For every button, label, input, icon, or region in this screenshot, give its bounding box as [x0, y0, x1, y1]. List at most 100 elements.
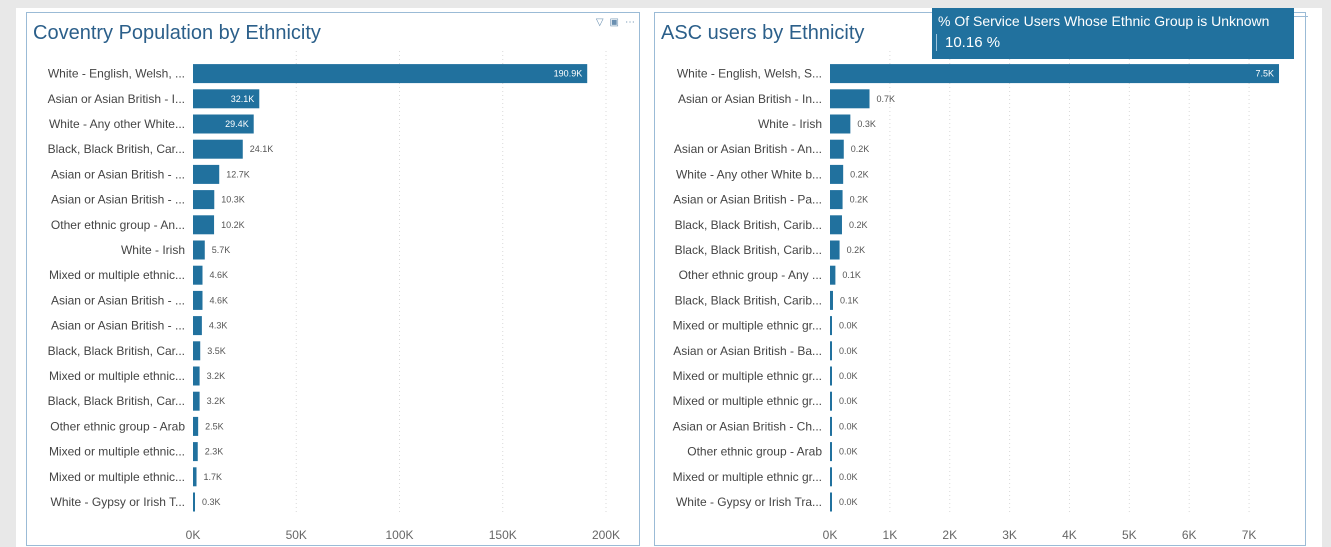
bar[interactable] — [193, 416, 199, 436]
data-label: 12.7K — [226, 169, 250, 179]
category-label: Mixed or multiple ethnic gr... — [673, 369, 822, 383]
bar[interactable] — [193, 341, 201, 361]
bar[interactable] — [830, 265, 836, 285]
x-tick-label: 5K — [1122, 528, 1137, 542]
data-label: 0.0K — [839, 472, 858, 482]
bar[interactable] — [830, 467, 832, 487]
bar[interactable] — [193, 89, 260, 109]
bar[interactable] — [830, 492, 832, 512]
right-chart-title: ASC users by Ethnicity — [661, 22, 865, 44]
category-label: Other ethnic group - Arab — [687, 445, 822, 459]
category-label: Asian or Asian British - Pa... — [673, 193, 822, 207]
x-tick-label: 150K — [489, 528, 517, 542]
bar[interactable] — [830, 416, 832, 436]
bar[interactable] — [830, 341, 832, 361]
data-label: 0.3K — [857, 119, 876, 129]
category-label: Black, Black British, Carib... — [675, 243, 822, 257]
category-label: Asian or Asian British - Ch... — [673, 419, 822, 433]
x-tick-label: 3K — [1002, 528, 1017, 542]
bar[interactable] — [193, 114, 254, 134]
bar[interactable] — [830, 240, 840, 260]
report-canvas: Coventry Population by Ethnicity ▽ ▣ ⋯ 0… — [16, 8, 1322, 547]
x-tick-label: 6K — [1182, 528, 1197, 542]
filter-icon[interactable]: ▽ — [595, 17, 604, 28]
bar[interactable] — [193, 215, 215, 235]
category-label: Asian or Asian British - ... — [51, 193, 185, 207]
category-label: Asian or Asian British - An... — [674, 142, 822, 156]
category-label: Other ethnic group - Arab — [50, 419, 185, 433]
bar[interactable] — [830, 164, 844, 184]
bar[interactable] — [193, 391, 200, 411]
category-label: White - Any other White... — [49, 117, 185, 131]
unknown-ethnicity-kpi-card[interactable]: % Of Service Users Whose Ethnic Group is… — [932, 8, 1294, 59]
data-label: 0.2K — [850, 195, 869, 205]
category-label: White - English, Welsh, ... — [48, 67, 185, 81]
bar[interactable] — [193, 139, 243, 159]
data-label: 0.1K — [842, 270, 861, 280]
bar[interactable] — [193, 316, 202, 336]
bar[interactable] — [830, 316, 832, 336]
data-label: 32.1K — [231, 94, 255, 104]
data-label: 0.0K — [839, 371, 858, 381]
coventry-population-visual[interactable]: Coventry Population by Ethnicity ▽ ▣ ⋯ 0… — [26, 12, 640, 546]
data-label: 3.2K — [207, 396, 226, 406]
bar[interactable] — [830, 290, 833, 310]
data-label: 1.7K — [204, 472, 223, 482]
data-label: 29.4K — [225, 119, 249, 129]
data-label: 0.3K — [202, 497, 221, 507]
bar[interactable] — [830, 89, 870, 109]
bar[interactable] — [193, 290, 203, 310]
bar[interactable] — [830, 114, 851, 134]
x-tick-label: 100K — [385, 528, 413, 542]
bar[interactable] — [193, 442, 198, 462]
data-label: 0.0K — [839, 346, 858, 356]
bar[interactable] — [830, 391, 832, 411]
data-label: 10.3K — [221, 195, 245, 205]
data-label: 0.0K — [839, 497, 858, 507]
category-label: Asian or Asian British - ... — [51, 319, 185, 333]
bar[interactable] — [193, 366, 200, 386]
data-label: 190.9K — [554, 69, 583, 79]
category-label: White - Gypsy or Irish T... — [51, 495, 185, 509]
category-label: Mixed or multiple ethnic gr... — [673, 470, 822, 484]
category-label: Asian or Asian British - Ba... — [673, 344, 822, 358]
category-label: Black, Black British, Carib... — [675, 293, 822, 307]
x-tick-label: 4K — [1062, 528, 1077, 542]
bar[interactable] — [193, 64, 588, 84]
category-label: Asian or Asian British - ... — [51, 293, 185, 307]
data-label: 7.5K — [1255, 69, 1274, 79]
category-label: Mixed or multiple ethnic gr... — [673, 394, 822, 408]
bar[interactable] — [830, 366, 832, 386]
category-label: Black, Black British, Car... — [48, 344, 185, 358]
bar[interactable] — [830, 64, 1280, 84]
category-label: Asian or Asian British - ... — [51, 167, 185, 181]
kpi-label: % Of Service Users Whose Ethnic Group is… — [938, 13, 1270, 29]
x-tick-label: 0K — [823, 528, 838, 542]
bar[interactable] — [193, 492, 195, 512]
data-label: 24.1K — [250, 144, 274, 154]
data-label: 0.0K — [839, 396, 858, 406]
bar[interactable] — [193, 467, 197, 487]
data-label: 0.2K — [849, 220, 868, 230]
bar[interactable] — [830, 215, 842, 235]
x-tick-label: 1K — [883, 528, 898, 542]
asc-users-visual[interactable]: ASC users by Ethnicity 0K 1K 2K 3K 4K 5K 6K 7K W… — [654, 12, 1306, 546]
bar[interactable] — [830, 442, 832, 462]
category-label: Mixed or multiple ethnic gr... — [673, 319, 822, 333]
bar[interactable] — [193, 190, 215, 210]
bar[interactable] — [193, 240, 205, 260]
category-label: Black, Black British, Car... — [48, 142, 185, 156]
bar[interactable] — [193, 265, 203, 285]
right-bar-chart: 0K 1K 2K 3K 4K 5K 6K 7K White - English, Welsh, … — [673, 51, 1280, 542]
more-options-icon[interactable]: ⋯ — [625, 17, 635, 28]
category-label: White - Any other White b... — [676, 167, 822, 181]
x-tick-label: 50K — [286, 528, 307, 542]
data-label: 0.2K — [851, 144, 870, 154]
focus-mode-icon[interactable]: ▣ — [609, 17, 619, 28]
bar[interactable] — [193, 164, 220, 184]
bar[interactable] — [830, 139, 844, 159]
data-label: 0.0K — [839, 321, 858, 331]
bar[interactable] — [830, 190, 843, 210]
data-label: 3.5K — [207, 346, 226, 356]
x-tick-label: 0K — [186, 528, 201, 542]
